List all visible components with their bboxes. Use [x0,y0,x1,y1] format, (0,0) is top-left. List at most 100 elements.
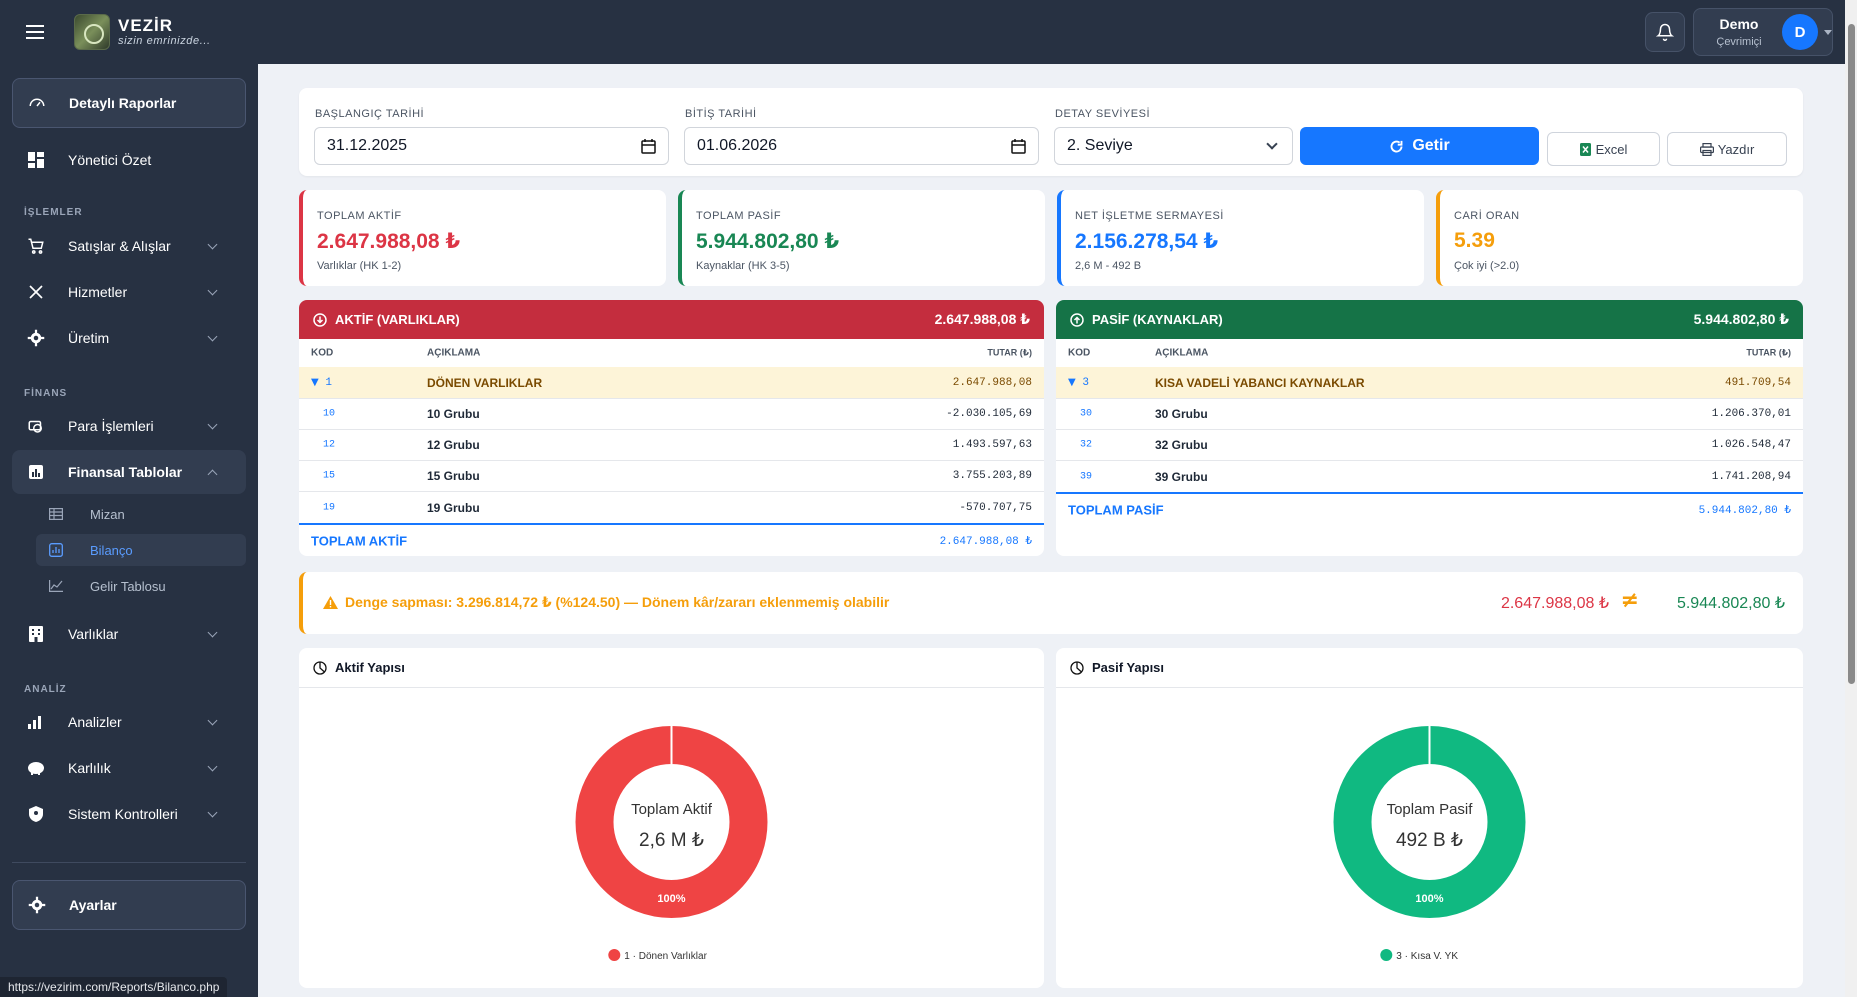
building-icon [26,624,46,644]
status-url: https://vezirim.com/Reports/Bilanco.php [0,977,228,997]
menu-toggle-button[interactable] [0,0,70,64]
assets-total-label: TOPLAM AKTİF [311,533,408,548]
legend-label[interactable]: 3 · Kısa V. YK [1396,951,1458,962]
kpi-value: 5.944.802,80 ₺ [696,230,840,253]
section-finance: FİNANS [24,388,68,399]
excel-button[interactable]: Excel [1547,132,1660,166]
col-amount: TUTAR (₺) [987,347,1032,358]
sidebar-item-system-controls[interactable]: Sistem Kontrolleri [12,792,246,836]
chevron-down-icon [207,807,218,818]
row-amount: 1.493.597,63 [952,439,1032,451]
sidebar-item-money-ops[interactable]: Para İşlemleri [12,404,246,448]
start-date-input[interactable]: 31.12.2025 [314,127,669,165]
table-row: 15 15 Grubu 3.755.203,89 [299,461,1044,492]
sidebar-item-label: Karlılık [68,760,111,776]
warning-left-value: 2.647.988,08 ₺ [1500,595,1609,612]
kpi-total-liabilities: TOPLAM PASİF 5.944.802,80 ₺ Kaynaklar (H… [678,190,1045,286]
page-scrollbar[interactable] [1845,0,1857,997]
printer-icon [1699,142,1714,156]
table-row: 39 39 Grubu 1.741.208,94 [1056,461,1803,492]
gauge-icon [27,93,47,113]
sidebar-item-sales-purchases[interactable]: Satışlar & Alışlar [12,224,246,268]
detail-level-select[interactable]: 2. Seviye [1054,127,1293,165]
donut-center-value: 2,6 M ₺ [639,830,704,851]
assets-structure-card: Aktif Yapısı 100% Toplam Aktif 2,6 M ₺ 1 · … [299,648,1044,988]
assets-structure-title: Aktif Yapısı [335,660,405,675]
sidebar-item-label: Yönetici Özet [68,152,152,168]
liabilities-total-row: TOPLAM PASİF 5.944.802,80 ₺ [1056,492,1803,525]
sidebar-item-analyses[interactable]: Analizler [12,700,246,744]
notifications-button[interactable] [1645,12,1685,52]
slice-label: 100% [657,893,685,905]
avatar: D [1782,14,1818,50]
sidebar-subitem-label: Mizan [90,506,125,522]
topbar-actions: Demo Çevrimiçi D [1645,8,1833,56]
scrollbar-thumb[interactable] [1848,24,1855,684]
row-code: 12 [323,439,336,451]
sidebar-item-settings[interactable]: Ayarlar [12,880,246,930]
sidebar-item-profitability[interactable]: Karlılık [12,746,246,790]
sidebar-item-detailed-reports[interactable]: Detaylı Raporlar [12,78,246,128]
kpi-subtext: Varlıklar (HK 1-2) [317,260,402,272]
sidebar-item-label: Ayarlar [69,897,117,913]
sidebar-item-label: Hizmetler [68,284,128,300]
assets-total-row: TOPLAM AKTİF 2.647.988,08 ₺ [299,523,1044,556]
legend-swatch[interactable] [608,949,621,961]
col-code: KOD [1068,347,1091,359]
row-code: 39 [1080,471,1093,482]
print-button[interactable]: Yazdır [1667,132,1787,166]
table-group-row[interactable]: ▼ 3 KISA VADELİ YABANCI KAYNAKLAR 491.70… [1056,367,1803,399]
fetch-button[interactable]: Getir [1300,127,1539,165]
sidebar-subitem-income-statement[interactable]: Gelir Tablosu [36,570,246,602]
brand-logo[interactable] [74,14,110,50]
sidebar-item-assets[interactable]: Varlıklar [12,612,246,656]
assets-total-value: 2.647.988,08 ₺ [939,535,1032,548]
kpi-value: 2.156.278,54 ₺ [1075,230,1219,253]
sidebar-subitem-trial-balance[interactable]: Mizan [36,498,246,530]
row-description: 19 Grubu [427,500,480,515]
user-menu[interactable]: Demo Çevrimiçi D [1693,8,1833,56]
assets-structure-header: Aktif Yapısı [299,648,1044,688]
legend-swatch[interactable] [1380,949,1393,961]
kpi-value: 2.647.988,08 ₺ [317,230,461,253]
liabilities-panel-total: 5.944.802,80 ₺ [1693,311,1789,327]
start-date-value: 31.12.2025 [327,137,408,154]
arrow-down-circle-icon [313,312,327,327]
table-group-row[interactable]: ▼ 1 DÖNEN VARLIKLAR 2.647.988,08 [299,367,1044,399]
liabilities-total-value: 5.944.802,80 ₺ [1698,504,1791,517]
sidebar-item-production[interactable]: Üretim [12,316,246,360]
sidebar-item-financial-tables[interactable]: Finansal Tablolar [12,450,246,494]
sidebar-subitem-balance-sheet[interactable]: Bilanço [36,534,246,566]
sidebar-item-executive-summary[interactable]: Yönetici Özet [12,138,246,182]
chevron-down-icon [207,715,218,726]
hamburger-icon [26,31,44,33]
start-date-label: BAŞLANGIÇ TARİHİ [315,108,425,120]
row-description: 12 Grubu [427,438,480,452]
brand-slogan: sizin emrinizde... [118,35,211,47]
liabilities-donut-chart: 100% Toplam Pasif 492 B ₺ 3 · Kısa V. YK [1333,726,1526,962]
user-status: Çevrimiçi [1716,36,1762,48]
detail-level-value: 2. Seviye [1067,137,1133,154]
donut-center-label: Toplam Aktif [631,801,713,818]
liabilities-panel-header: PASİF (KAYNAKLAR) 5.944.802,80 ₺ [1056,300,1803,339]
legend-label[interactable]: 1 · Dönen Varlıklar [624,951,707,962]
table-row: 19 19 Grubu -570.707,75 [299,492,1044,523]
warning-message: Denge sapması: 3.296.814,72 ₺ (%124.50) … [345,594,890,610]
kpi-total-assets: TOPLAM AKTİF 2.647.988,08 ₺ Varlıklar (H… [299,190,666,286]
table-row: 30 30 Grubu 1.206.370,01 [1056,399,1803,430]
warning-right-value: 5.944.802,80 ₺ [1676,595,1785,612]
calendar-icon [1011,139,1026,154]
top-bar: VEZİR sizin emrinizde... Demo Çevrimiçi … [0,0,1857,64]
report-icon [26,462,46,482]
table-row: 12 12 Grubu 1.493.597,63 [299,430,1044,461]
donut-slice-1[interactable] [575,726,768,918]
donut-slice-1[interactable] [1333,726,1526,918]
detail-level-label: DETAY SEVİYESİ [1055,108,1151,120]
gear-icon [26,328,46,348]
end-date-input[interactable]: 01.06.2026 [684,127,1039,165]
row-description: 32 Grubu [1155,438,1208,452]
sidebar-item-services[interactable]: Hizmetler [12,270,246,314]
balance-icon [48,543,64,557]
donut-center-value: 492 B ₺ [1396,830,1463,851]
row-code: 15 [323,470,336,482]
